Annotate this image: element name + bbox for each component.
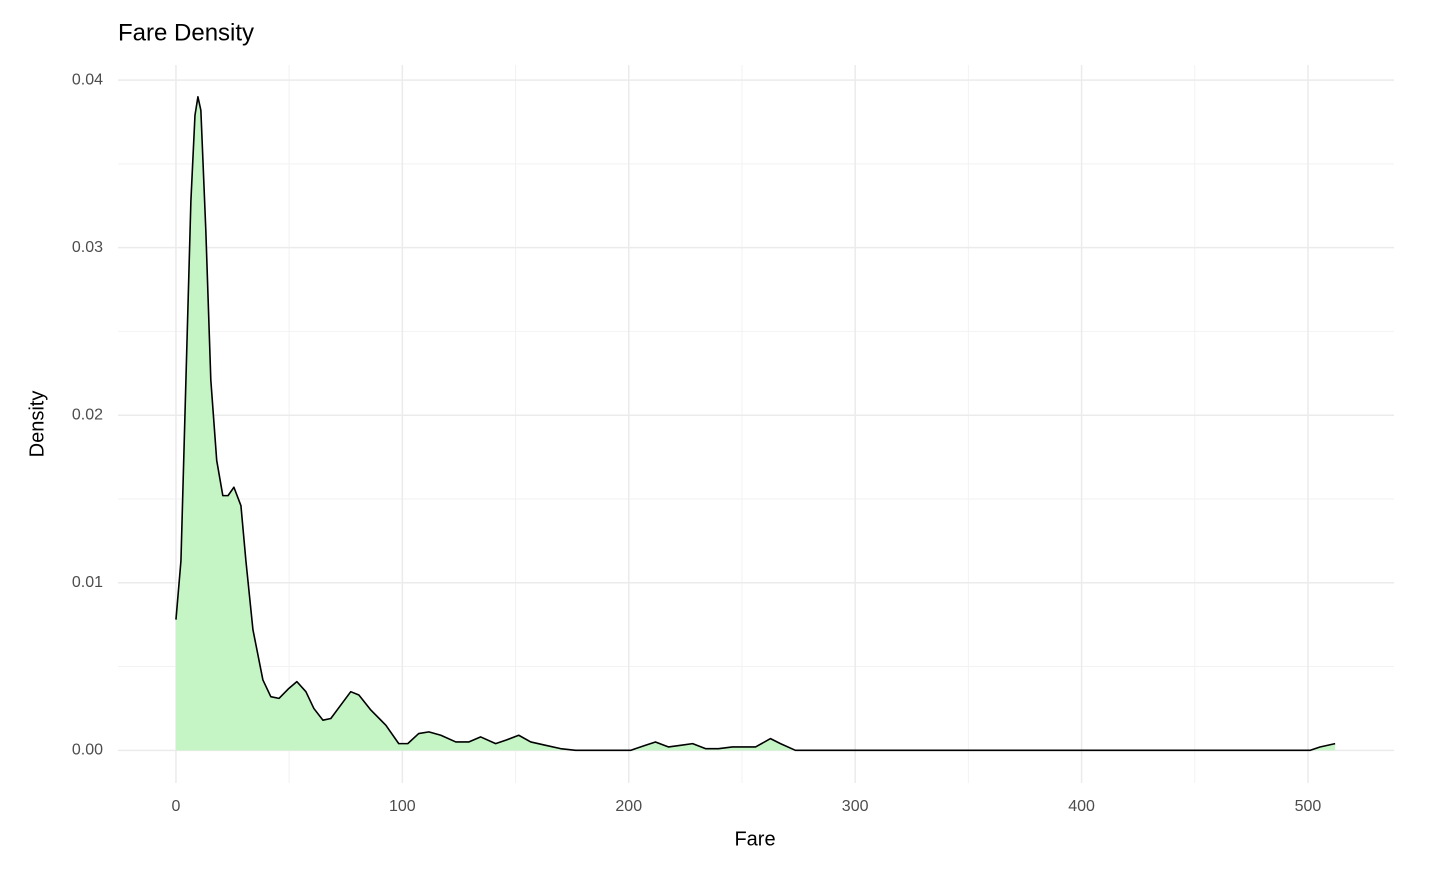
density-area <box>175 96 1336 751</box>
chart-title: Fare Density <box>118 19 254 46</box>
x-tick-label: 300 <box>842 798 869 815</box>
y-axis-title: Density <box>26 391 48 458</box>
y-tick-label: 0.02 <box>72 406 103 423</box>
x-tick-label: 500 <box>1295 798 1322 815</box>
x-tick-label: 200 <box>615 798 642 815</box>
y-tick-label: 0.04 <box>72 71 103 88</box>
y-tick-label: 0.01 <box>72 574 103 591</box>
x-tick-label: 100 <box>389 798 416 815</box>
y-tick-label: 0.00 <box>72 742 103 759</box>
x-axis-title: Fare <box>734 828 775 850</box>
x-tick-label: 0 <box>172 798 181 815</box>
x-tick-label: 400 <box>1068 798 1095 815</box>
density-line <box>175 96 1336 752</box>
y-tick-label: 0.03 <box>72 239 103 256</box>
